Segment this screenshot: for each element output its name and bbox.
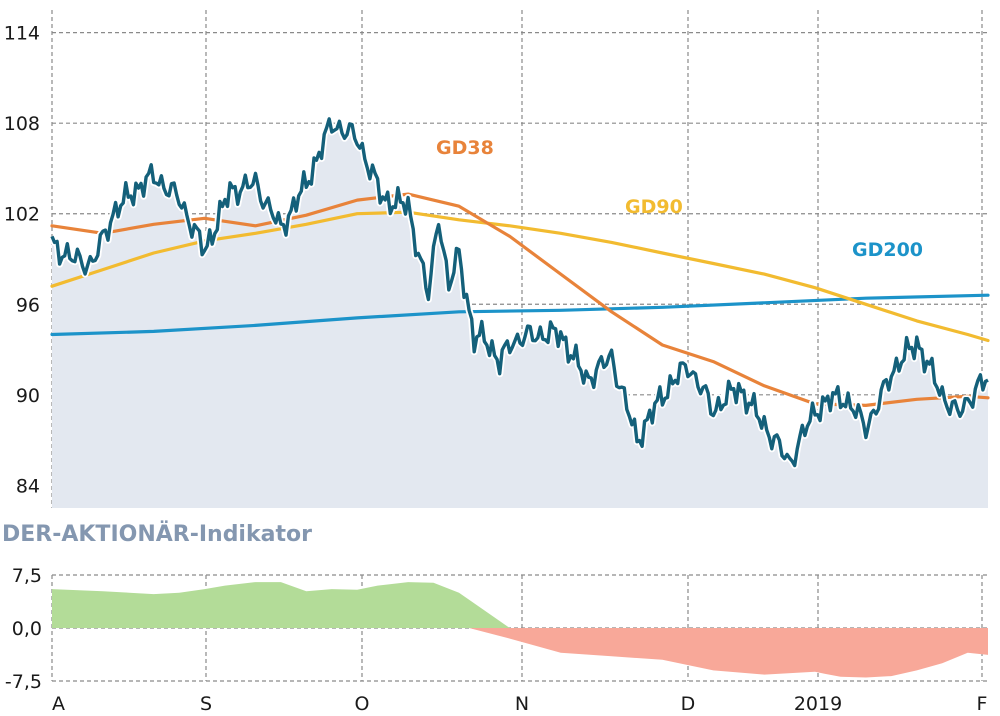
x-tick-6: F [977, 693, 988, 715]
indicator-title: DER-AKTIONÄR-Indikator [2, 521, 312, 547]
main-chart-plot [48, 115, 990, 509]
indicator-plot [52, 582, 988, 678]
gd90-label: GD90 [625, 196, 683, 218]
main-y-tick-0: 114 [4, 23, 40, 45]
gd38-label: GD38 [436, 137, 494, 159]
indicator-positive-area [52, 582, 988, 628]
gd200-label: GD200 [852, 239, 923, 261]
price-line [50, 117, 989, 468]
main-y-tick-2: 102 [4, 204, 40, 226]
x-tick-3: N [515, 693, 529, 715]
indicator-y-axis: 7,5 0,0 -7,5 [5, 565, 42, 693]
x-tick-4: D [681, 693, 696, 715]
x-axis: A S O N D 2019 F [52, 693, 987, 715]
indicator-y-tick-0: 7,5 [12, 565, 42, 587]
x-tick-1: S [200, 693, 212, 715]
x-tick-2: O [355, 693, 370, 715]
indicator-y-tick-1: 0,0 [12, 618, 42, 640]
gd200-line [50, 293, 990, 337]
main-y-tick-5: 84 [16, 475, 40, 497]
main-chart-y-axis: 114 108 102 96 90 84 [4, 23, 40, 498]
main-y-tick-4: 90 [16, 385, 40, 407]
x-tick-0: A [52, 693, 65, 715]
main-y-tick-1: 108 [4, 113, 40, 135]
price-area [52, 118, 988, 509]
main-y-tick-3: 96 [16, 294, 40, 316]
x-tick-5: 2019 [794, 693, 842, 715]
indicator-negative-area [52, 628, 988, 678]
indicator-y-tick-2: -7,5 [5, 671, 42, 693]
